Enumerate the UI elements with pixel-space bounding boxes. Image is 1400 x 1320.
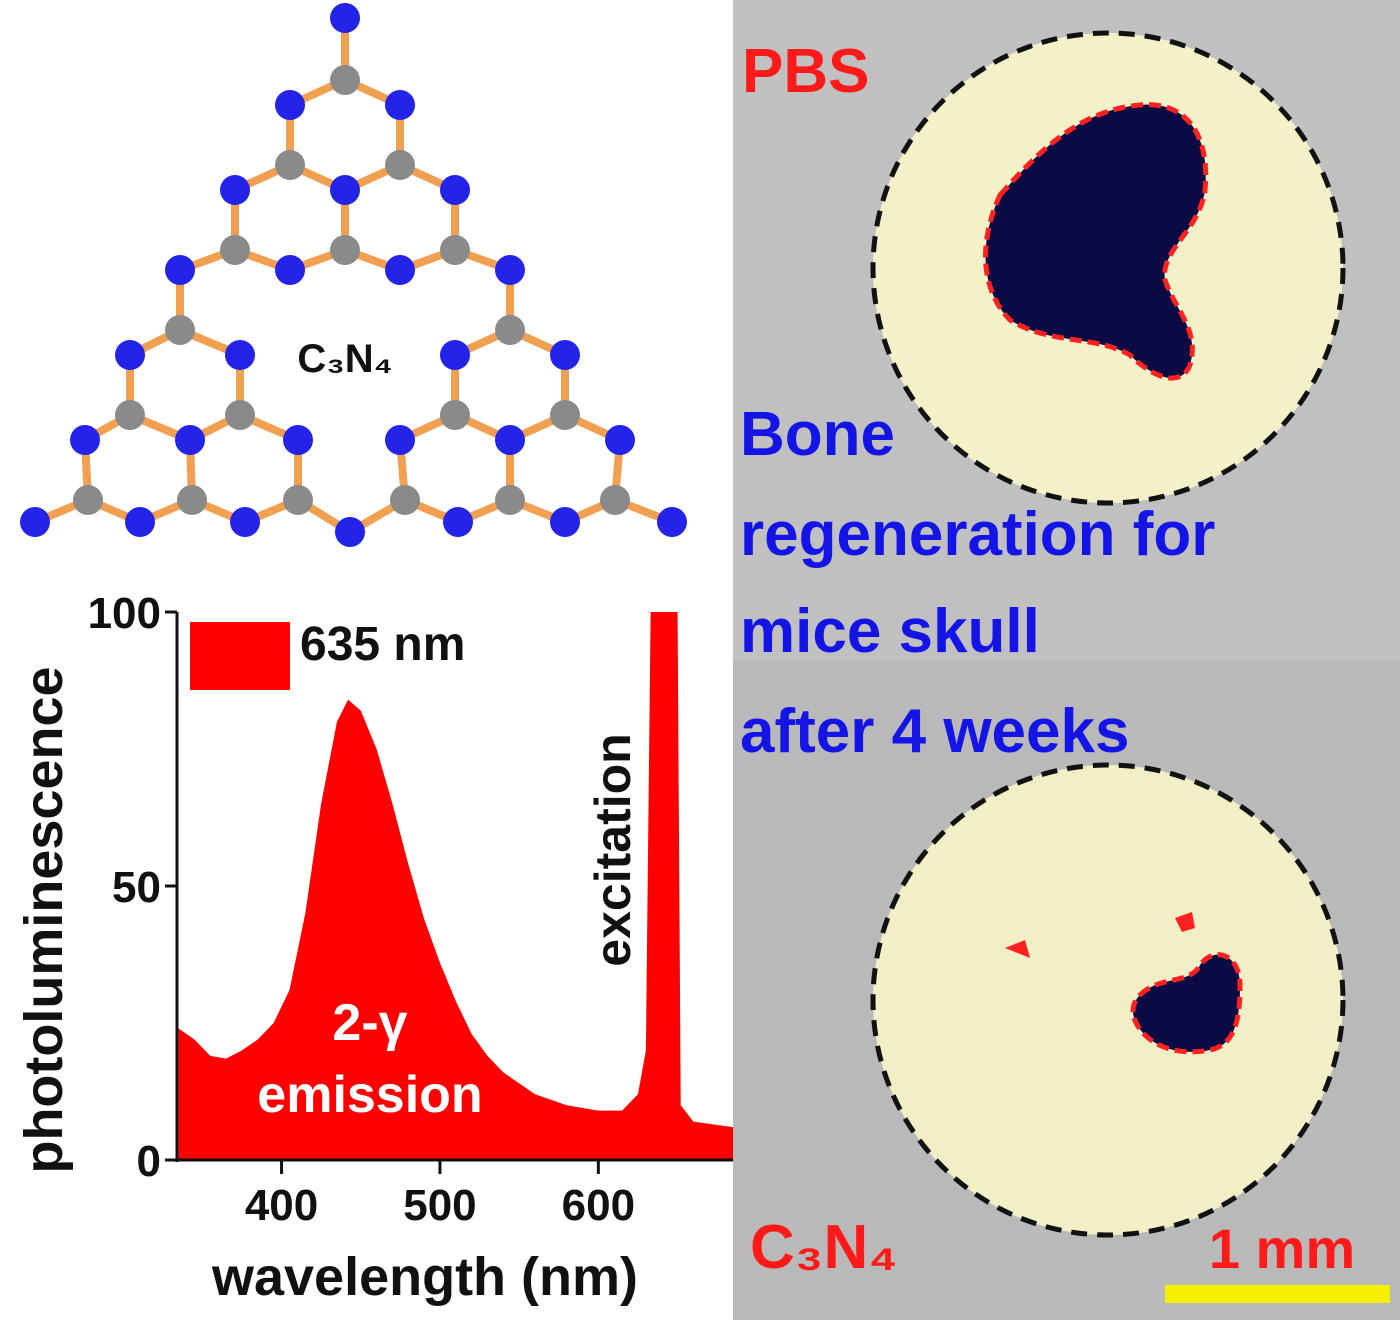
nitrogen-atom xyxy=(165,255,195,285)
nitrogen-atom xyxy=(330,3,360,33)
nitrogen-atom xyxy=(495,255,525,285)
nitrogen-atom xyxy=(605,425,635,455)
nitrogen-atom xyxy=(440,175,470,205)
image-panel: PBS Bone regeneration for mice skull aft… xyxy=(733,0,1400,1320)
group-label: C₃N₄ xyxy=(750,1213,898,1282)
nitrogen-atom xyxy=(283,425,313,455)
nitrogen-atom xyxy=(385,255,415,285)
defect-spot xyxy=(1175,912,1195,932)
y-tick-label: 0 xyxy=(137,1137,161,1186)
nitrogen-atom xyxy=(550,340,580,370)
molecule xyxy=(20,3,687,547)
nitrogen-atom xyxy=(115,340,145,370)
carbon-atom xyxy=(283,485,313,515)
carbon-atom xyxy=(550,400,580,430)
carbon-atom xyxy=(330,235,360,265)
carbon-atom xyxy=(495,485,525,515)
legend-label: 635 nm xyxy=(300,618,465,671)
nitrogen-atom xyxy=(175,425,205,455)
carbon-atom xyxy=(385,150,415,180)
annotation: emission xyxy=(257,1066,482,1124)
nitrogen-atom xyxy=(335,517,365,547)
caption-line: regeneration for xyxy=(740,500,1215,569)
area xyxy=(178,612,733,1160)
nitrogen-atom xyxy=(230,507,260,537)
carbon-atom xyxy=(220,235,250,265)
nitrogen-atom xyxy=(275,255,305,285)
caption-line: Bone xyxy=(740,400,895,469)
carbon-atom xyxy=(440,400,470,430)
nitrogen-atom xyxy=(385,425,415,455)
carbon-atom xyxy=(330,65,360,95)
x-tick-label: 400 xyxy=(245,1181,318,1230)
annotation: excitation xyxy=(585,733,641,966)
chart: 0 50 100 400 500 600 xyxy=(88,589,733,1230)
nitrogen-atom xyxy=(657,507,687,537)
x-tick-label: 600 xyxy=(562,1181,635,1230)
x-tick-label: 500 xyxy=(403,1181,476,1230)
caption-line: mice skull xyxy=(740,597,1040,666)
molecule-label: C₃N₄ xyxy=(297,337,392,381)
carbon-atom xyxy=(115,400,145,430)
carbon-atom xyxy=(275,150,305,180)
y-axis-label: photoluminescence xyxy=(14,666,74,1173)
x-axis-label: wavelength (nm) xyxy=(211,1247,638,1307)
defect-spot xyxy=(1005,940,1030,958)
carbon-atom xyxy=(165,315,195,345)
carbon-atom xyxy=(177,485,207,515)
carbon-atom xyxy=(440,235,470,265)
carbon-atom xyxy=(225,400,255,430)
carbon-atom xyxy=(600,485,630,515)
nitrogen-atom xyxy=(385,90,415,120)
scale-bar xyxy=(1165,1285,1390,1303)
nitrogen-atom xyxy=(443,507,473,537)
carbon-atom xyxy=(495,315,525,345)
nitrogen-atom xyxy=(70,425,100,455)
y-tick-label: 100 xyxy=(88,589,161,638)
legend-swatch xyxy=(190,622,290,690)
carbon-atom xyxy=(73,485,103,515)
annotation: 2-γ xyxy=(332,994,407,1052)
y-tick-label: 50 xyxy=(112,863,161,912)
group-label: PBS xyxy=(742,37,869,106)
defect-circle xyxy=(870,762,1346,1238)
caption-line: after 4 weeks xyxy=(740,697,1129,766)
nitrogen-atom xyxy=(225,340,255,370)
nitrogen-atom xyxy=(440,340,470,370)
nitrogen-atom xyxy=(20,507,50,537)
carbon-atom xyxy=(390,485,420,515)
nitrogen-atom xyxy=(275,90,305,120)
nitrogen-atom xyxy=(550,507,580,537)
nitrogen-atom xyxy=(220,175,250,205)
scale-bar-label: 1 mm xyxy=(1209,1217,1355,1280)
defect-area xyxy=(983,102,1209,381)
nitrogen-atom xyxy=(495,425,525,455)
nitrogen-atom xyxy=(330,175,360,205)
nitrogen-atom xyxy=(125,507,155,537)
defect-area xyxy=(1130,952,1243,1055)
